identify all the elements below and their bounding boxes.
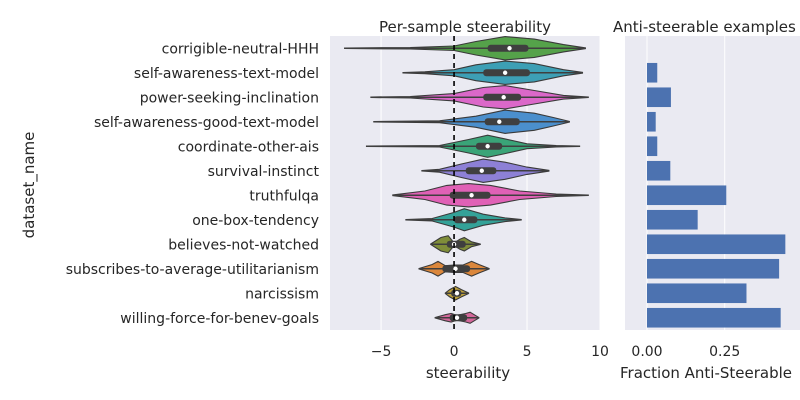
bar: [647, 234, 786, 255]
category-label: willing-force-for-benev-goals: [120, 311, 319, 327]
bar-series: [647, 62, 786, 328]
bar: [647, 136, 658, 157]
violin-x-tick-label: 10: [591, 344, 609, 360]
violin-median-dot: [485, 144, 490, 149]
violin-panel: −5 0 5 10 corrigible-neutral-HHH self-awaren…: [20, 18, 609, 382]
category-label: coordinate-other-ais: [178, 139, 319, 155]
violin-series: [344, 36, 589, 324]
violin-median-dot: [454, 291, 460, 296]
bar: [647, 209, 698, 230]
bar: [647, 307, 781, 328]
violin-median-dot: [497, 119, 502, 124]
violin-median-dot: [454, 315, 460, 320]
violin-x-tick-labels: −5 0 5 10: [371, 344, 609, 360]
category-label: corrigible-neutral-HHH: [162, 41, 319, 57]
violin-iqr-box: [484, 118, 520, 126]
bar-panel: 0.00 0.25 Anti-steerable examples Fractio…: [613, 18, 800, 382]
category-label: subscribes-to-average-utilitarianism: [66, 262, 319, 278]
violin-y-axis-label: dataset_name: [20, 132, 39, 239]
violin-plot-area: [330, 36, 600, 330]
category-label: self-awareness-good-text-model: [94, 115, 319, 131]
bar: [647, 62, 658, 83]
bar-plot-area: [625, 36, 800, 330]
bar-gridlines: [646, 36, 726, 330]
violin-title: Per-sample steerability: [379, 18, 551, 36]
bar: [647, 283, 747, 304]
category-label: believes-not-watched: [168, 237, 319, 253]
category-label: one-box-tendency: [192, 213, 319, 229]
category-label: self-awareness-text-model: [134, 66, 319, 82]
violin-median-dot: [507, 46, 512, 51]
bar: [647, 87, 671, 108]
bar-x-tick-labels: 0.00 0.25: [631, 344, 740, 360]
violin-median-dot: [502, 70, 508, 75]
bar-x-tick-label: 0.25: [709, 344, 740, 360]
violin-median-dot: [453, 266, 458, 271]
violin-median-dot: [479, 168, 484, 173]
violin-x-tick-label: 5: [523, 344, 532, 360]
category-label: power-seeking-inclination: [140, 90, 319, 106]
category-label: survival-instinct: [208, 164, 320, 180]
violin-y-tick-labels: corrigible-neutral-HHH self-awareness-tex…: [66, 41, 320, 327]
violin-x-tick-label: −5: [371, 344, 392, 360]
category-label: truthfulqa: [249, 188, 319, 204]
bar: [647, 258, 780, 279]
bar-title: Anti-steerable examples: [613, 18, 796, 36]
violin-median-dot: [469, 193, 474, 198]
violin-x-axis-label: steerability: [426, 364, 510, 382]
bar-x-tick-label: 0.00: [631, 344, 662, 360]
bar: [647, 160, 671, 181]
violin-median-dot: [462, 217, 467, 222]
violin-x-tick-label: 0: [450, 344, 459, 360]
bar: [647, 111, 656, 132]
violin-median-dot: [501, 95, 506, 100]
bar: [647, 185, 727, 206]
category-label: narcissism: [245, 286, 319, 302]
bar-x-axis-label: Fraction Anti-Steerable: [620, 364, 792, 382]
